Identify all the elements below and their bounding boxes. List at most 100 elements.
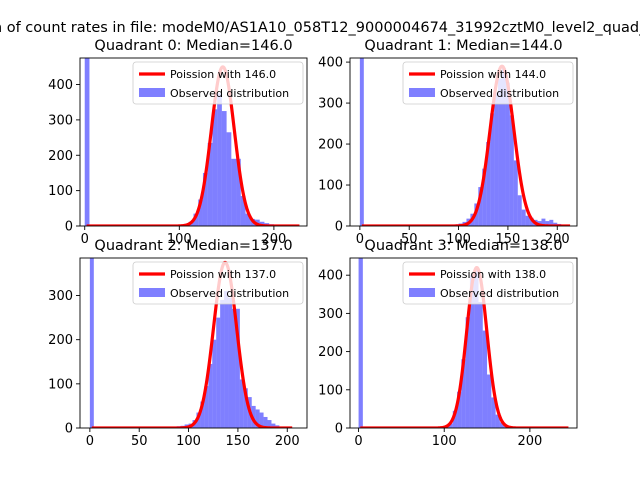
histogram-bar [212, 339, 217, 428]
histogram-bar [490, 113, 495, 226]
y-tick-label: 100 [48, 184, 73, 199]
y-tick-label: 100 [318, 179, 343, 194]
histogram-bar [487, 374, 492, 428]
histogram-bar [465, 317, 470, 428]
histogram-bar [216, 317, 221, 428]
histogram-bar [521, 209, 526, 226]
legend-hist-label: Observed distribution [440, 87, 559, 100]
legend-hist-label: Observed distribution [170, 287, 289, 300]
x-tick-label: 0 [86, 434, 94, 449]
chart-title: Quadrant 2: Median=137.0 [94, 238, 292, 254]
histogram-bar [448, 423, 453, 428]
legend-hist-swatch [139, 288, 165, 297]
histogram-bar [358, 258, 363, 428]
histogram-bar [478, 187, 483, 226]
legend-box [132, 261, 304, 305]
x-tick-label: 150 [225, 434, 250, 449]
histogram-bar [220, 299, 225, 428]
histogram-bar [267, 420, 272, 428]
histogram-bar [482, 168, 487, 226]
x-tick-label: 150 [495, 232, 520, 247]
histogram-bar [198, 199, 203, 226]
histogram-bar [486, 142, 491, 226]
histogram-bar [245, 213, 251, 226]
histogram-bar [513, 160, 518, 226]
poisson-fit-line [359, 265, 570, 428]
y-tick-label: 100 [318, 383, 343, 398]
y-tick-label: 200 [318, 345, 343, 360]
x-tick-label: 0 [356, 232, 364, 247]
x-tick-label: 50 [401, 232, 418, 247]
chart-title: Quadrant 3: Median=138.0 [364, 238, 562, 254]
figure-suptitle: Histogram of count rates in file: modeM0… [0, 20, 640, 36]
histogram-bar [259, 221, 265, 226]
histogram-bar [207, 142, 213, 226]
legend-box [132, 61, 304, 105]
x-tick-label: 100 [167, 232, 192, 247]
y-tick-label: 300 [318, 307, 343, 322]
histogram-bar [89, 258, 94, 428]
legend: Poission with 138.0 Observed distribution [402, 261, 574, 305]
y-tick-label: 400 [318, 56, 343, 71]
axes-frame [349, 257, 578, 429]
x-tick-label: 200 [517, 434, 542, 449]
legend-hist-swatch [409, 88, 435, 97]
histogram-bar [461, 359, 466, 428]
histogram-bar [235, 308, 240, 428]
histogram-bar [221, 111, 227, 226]
y-tick-label: 400 [318, 269, 343, 284]
histogram-bar [499, 422, 505, 428]
y-tick-label: 400 [48, 78, 73, 93]
histogram-bar [482, 330, 488, 428]
legend-fit-label: Poission with 146.0 [170, 68, 276, 81]
histogram-bar [202, 172, 208, 226]
x-tick-label: 200 [275, 434, 300, 449]
histogram-bar [84, 58, 90, 226]
histogram-bar [231, 308, 236, 428]
quadrant-0-panel: 0 100 200 0 100 200 300 400 Quadrant 0: Median=1… [48, 38, 308, 247]
chart-title: Quadrant 0: Median=146.0 [94, 38, 292, 54]
legend: Poission with 146.0 Observed distribution [132, 61, 304, 105]
histogram-bar [549, 219, 554, 226]
histogram-bar [529, 217, 534, 226]
y-tick-label: 200 [318, 138, 343, 153]
histogram-bar [491, 397, 496, 428]
histogram-bar [457, 391, 462, 428]
histogram-bar [263, 416, 268, 428]
poisson-fit-line [90, 260, 294, 428]
legend-hist-swatch [139, 88, 165, 97]
histogram-bar [255, 409, 260, 428]
histogram-bar [212, 109, 218, 226]
legend-fit-label: Poission with 138.0 [440, 268, 546, 281]
y-tick-label: 0 [335, 220, 343, 235]
x-tick-label: 0 [81, 232, 89, 247]
histogram-bar [217, 93, 222, 226]
y-tick-label: 300 [318, 97, 343, 112]
histogram-bar [239, 379, 244, 428]
histogram-bar [259, 412, 264, 428]
x-tick-label: 100 [432, 434, 457, 449]
histogram-bar [517, 195, 522, 226]
legend-fit-label: Poission with 144.0 [440, 68, 546, 81]
plot-area [89, 258, 294, 428]
legend-hist-label: Observed distribution [170, 87, 289, 100]
histogram-bar [226, 132, 232, 226]
histogram-bar [474, 269, 479, 428]
legend-box [402, 261, 574, 305]
histogram-bar [243, 388, 248, 428]
histogram-bar [541, 218, 546, 226]
chart-title: Quadrant 1: Median=144.0 [364, 38, 562, 54]
legend-hist-label: Observed distribution [440, 287, 559, 300]
legend-box [402, 61, 574, 105]
plot-area [358, 258, 570, 428]
axes-frame [79, 257, 308, 429]
histogram-bar [505, 82, 510, 226]
histogram-bar [236, 158, 241, 226]
histogram-bar [200, 401, 205, 428]
histogram-bar [498, 78, 502, 226]
histogram-bar [193, 213, 199, 226]
histogram-bar [509, 115, 514, 226]
histogram-bar [271, 423, 276, 428]
x-tick-label: 100 [446, 232, 471, 247]
y-tick-label: 0 [65, 220, 73, 235]
